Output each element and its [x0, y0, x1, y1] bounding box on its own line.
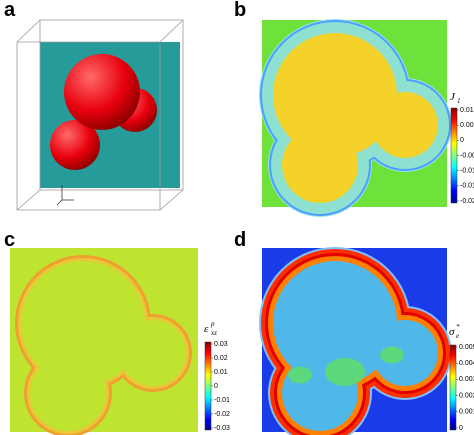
blob	[372, 320, 438, 386]
colorbar-tick-label: -0.03	[214, 425, 230, 432]
colorbar	[450, 107, 458, 204]
colorbar-tick-label: 0.005	[459, 344, 474, 351]
stress-spot	[288, 366, 312, 384]
colorbar-tick-label: 0.001	[459, 409, 474, 416]
blob	[30, 355, 106, 431]
colorbar-symbol: J	[450, 91, 456, 103]
blob	[21, 261, 145, 385]
colorbar-subscript: e	[456, 332, 459, 340]
blob	[120, 320, 186, 386]
blob	[372, 92, 438, 158]
colorbar-tick-label: -0.01	[460, 168, 474, 175]
sphere	[64, 54, 140, 130]
sphere	[50, 120, 100, 170]
blob	[273, 33, 397, 157]
colorbar-tick-label: 0.003	[459, 376, 474, 383]
colorbar-tick-label: -0.02	[460, 198, 474, 205]
colorbar-tick-label: -0.01	[214, 397, 230, 404]
colorbar-tick-label: -0.015	[460, 183, 474, 190]
colorbar-tick-label: 0	[460, 137, 464, 144]
colorbar	[204, 341, 212, 431]
panel-label: c	[4, 229, 15, 251]
colorbar-tick-label: 0.02	[214, 355, 228, 362]
panel-a	[16, 19, 184, 211]
axes	[56, 185, 74, 206]
colorbar-subscript: xz	[210, 329, 217, 337]
stress-spot	[325, 358, 365, 386]
blob	[282, 127, 358, 203]
colorbar-tick-label: 0	[459, 425, 463, 432]
colorbar-tick-label: 0.03	[214, 341, 228, 348]
panel-label: d	[234, 229, 246, 251]
colorbar-superscript: *	[456, 323, 460, 331]
colorbar-tick-label: 0.01	[214, 369, 228, 376]
colorbar-tick-label: 0.002	[459, 392, 474, 399]
colorbar-tick-label: 0.01	[460, 107, 474, 114]
stress-spot	[380, 346, 404, 364]
panel-label: b	[234, 0, 246, 21]
colorbar-subscript: 1	[457, 97, 461, 105]
colorbar	[449, 344, 457, 431]
blob	[273, 261, 397, 385]
colorbar-tick-label: -0.02	[214, 411, 230, 418]
colorbar-superscript: p	[210, 320, 215, 328]
colorbar-symbol: ε	[204, 323, 209, 335]
colorbar-symbol: σ	[449, 326, 455, 338]
colorbar-tick-label: 0	[214, 383, 218, 390]
colorbar-tick-label: -0.005	[460, 152, 474, 159]
panel-label: a	[4, 0, 16, 21]
colorbar-tick-label: 0.005	[460, 122, 474, 129]
box	[16, 19, 184, 211]
colorbar-tick-label: 0.004	[459, 360, 474, 367]
